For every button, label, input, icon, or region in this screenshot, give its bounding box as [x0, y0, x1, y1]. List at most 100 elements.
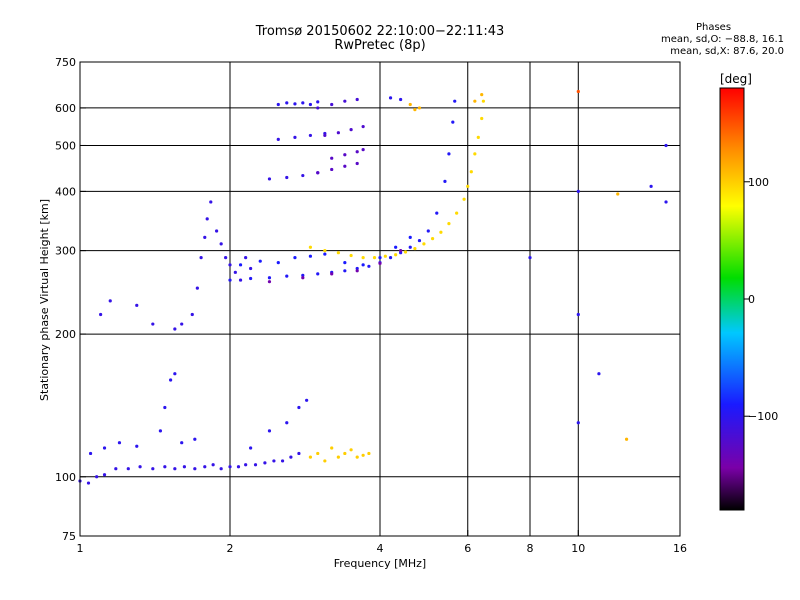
data-point [349, 448, 353, 452]
data-point [403, 250, 408, 254]
y-tick-label: 750 [55, 56, 76, 69]
data-point [195, 286, 199, 290]
data-point [378, 256, 382, 260]
data-point [361, 453, 365, 457]
data-point [267, 177, 272, 181]
y-tick-label: 500 [55, 139, 76, 152]
data-point [276, 137, 280, 141]
data-point [323, 249, 327, 253]
data-point [215, 229, 219, 233]
data-point [126, 467, 130, 471]
y-tick-label: 75 [62, 530, 76, 543]
data-point [336, 455, 340, 459]
data-point [163, 465, 167, 469]
data-point [316, 100, 320, 104]
data-point [447, 222, 451, 226]
data-point [203, 235, 207, 239]
data-point [199, 256, 203, 260]
data-point [267, 280, 272, 284]
x-tick-label: 16 [673, 542, 687, 555]
data-point [616, 192, 620, 196]
data-point [480, 116, 484, 121]
data-point [228, 278, 232, 282]
data-point [323, 459, 327, 463]
data-point [193, 437, 197, 441]
data-point [180, 322, 184, 326]
data-point [343, 269, 347, 273]
data-point [473, 152, 477, 156]
data-point [355, 161, 359, 166]
data-point [466, 184, 470, 188]
data-point [88, 451, 93, 456]
data-point [95, 475, 99, 479]
data-point [182, 465, 186, 469]
data-point [361, 263, 365, 267]
data-point [238, 263, 243, 267]
phase-summary: Phases mean, sd,O: −88.8, 16.1 mean, sd,… [661, 22, 784, 58]
data-point [388, 256, 393, 260]
data-point [244, 256, 248, 260]
data-point [336, 251, 340, 255]
data-point [316, 451, 320, 456]
x-axis-label: Frequency [MHz] [334, 557, 426, 570]
data-point [244, 463, 248, 467]
data-point [316, 171, 320, 175]
data-point [267, 276, 272, 280]
data-point [323, 252, 327, 256]
data-point [102, 473, 107, 477]
data-point [249, 446, 253, 450]
data-point [576, 189, 580, 194]
data-point [664, 200, 668, 204]
data-point [330, 167, 334, 172]
data-point [308, 455, 313, 459]
data-point [308, 133, 313, 138]
data-point [249, 276, 253, 281]
x-tick-label: 10 [571, 542, 585, 555]
data-point [649, 184, 653, 188]
data-point [316, 106, 320, 110]
data-point [135, 303, 139, 307]
data-point [408, 245, 412, 249]
data-point [413, 108, 417, 112]
data-point [473, 99, 477, 103]
data-point [355, 269, 359, 273]
data-point [301, 173, 305, 178]
data-point [209, 200, 213, 204]
data-point [228, 465, 232, 469]
data-point [158, 429, 163, 433]
data-point [361, 124, 365, 129]
colorbar-tick-label: 100 [748, 176, 769, 189]
data-point [301, 273, 305, 277]
data-point [330, 102, 334, 107]
data-point [219, 467, 223, 471]
data-point [276, 102, 280, 107]
data-point [289, 455, 293, 459]
y-tick-label: 300 [55, 245, 76, 258]
data-point [426, 229, 430, 233]
data-point [413, 246, 417, 251]
data-point [99, 312, 103, 317]
data-point [173, 327, 177, 331]
data-point [173, 372, 177, 376]
colorbar-tick-label: 0 [748, 293, 755, 306]
data-point [211, 463, 215, 467]
data-point [293, 102, 297, 106]
data-point [305, 398, 309, 402]
data-point [476, 135, 480, 139]
data-point [462, 197, 466, 201]
data-point [285, 274, 289, 278]
data-point [86, 481, 91, 485]
data-point [367, 264, 371, 268]
y-tick-label: 100 [55, 471, 76, 484]
data-point [408, 235, 412, 239]
data-point [399, 249, 403, 253]
data-point [394, 253, 398, 257]
data-point [576, 421, 580, 425]
data-point [258, 259, 262, 263]
data-point [330, 446, 334, 450]
data-point [301, 276, 305, 280]
data-point [135, 444, 139, 448]
data-point [343, 99, 347, 103]
data-point [417, 106, 422, 110]
data-point [203, 465, 207, 469]
